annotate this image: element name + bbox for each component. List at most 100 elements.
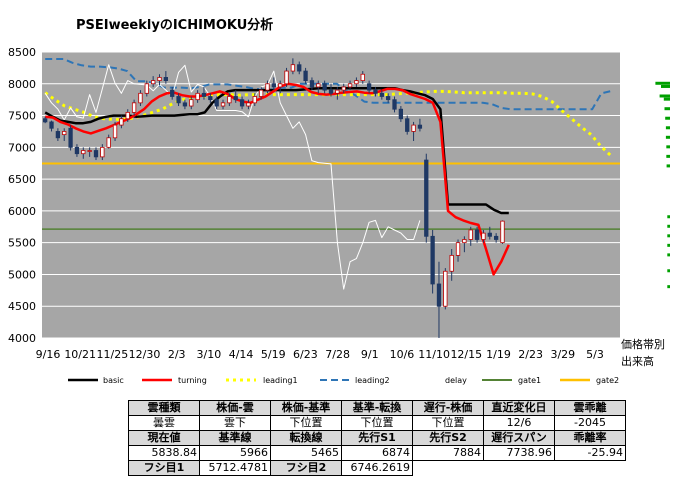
candlestick (335, 86, 340, 100)
table-cell: 5966 (199, 445, 271, 461)
candle-body (443, 270, 448, 307)
table-header: 株価-基準 (270, 400, 342, 416)
candle-body (214, 99, 219, 107)
x-tick-label: 12/30 (129, 348, 161, 361)
ichimoku-chart: 4000 4500 5000 5500 6000 6500 7000 7500 8000 8500… (8, 46, 670, 385)
table-header: 基準-転換 (341, 400, 413, 416)
x-tick-label: 1/19 (486, 348, 511, 361)
volume-bar (665, 126, 670, 130)
volume-bar (667, 243, 670, 247)
candle-body (430, 235, 435, 285)
candlestick (189, 96, 194, 110)
x-tick-label: 5/3 (586, 348, 604, 361)
candle-body (462, 239, 467, 244)
y-tick-label: 4500 (8, 300, 36, 313)
candle-body (366, 83, 372, 91)
candlestick (220, 99, 226, 110)
candlestick (290, 58, 296, 75)
legend-item-leading1: leading1 (226, 376, 298, 385)
y-tick-label: 8000 (8, 78, 36, 91)
candle-body (252, 96, 257, 104)
volume-profile-label-line2: 出来高 (621, 354, 654, 368)
candlestick (303, 67, 308, 84)
volume-profile-label-line1: 価格帯別 (621, 337, 665, 351)
legend-item-leading2: leading2 (320, 376, 390, 385)
table-row: 曇雲 雲下 下位置 下位置 下位置 12/6 -2045 (128, 415, 626, 431)
candlestick (252, 93, 257, 107)
candlestick (258, 86, 264, 100)
candlestick (455, 239, 461, 262)
volume-bar (659, 94, 670, 98)
candlestick (487, 226, 492, 240)
candle-body (220, 102, 226, 107)
candle-body (303, 70, 308, 81)
candlestick (68, 125, 73, 151)
candlestick (55, 128, 61, 141)
candlestick (227, 93, 232, 107)
candle-body (360, 73, 365, 82)
volume-bar (667, 215, 670, 219)
legend-label: delay (445, 376, 467, 385)
x-tick-label: 6/23 (293, 348, 318, 361)
candlestick (246, 99, 251, 110)
legend-item-turning: turning (142, 376, 207, 385)
candle-body (335, 89, 340, 94)
candle-body (468, 229, 473, 240)
table-header: 先行S2 (412, 430, 484, 446)
candle-body (328, 89, 334, 94)
candle-body (290, 64, 296, 72)
candle-body (405, 118, 410, 132)
candle-body (81, 150, 86, 155)
candle-body (131, 102, 137, 113)
candlestick (341, 83, 346, 94)
candlestick (62, 128, 67, 141)
candlestick (43, 116, 48, 124)
x-tick-label: 10/21 (64, 348, 96, 361)
candlestick (214, 96, 219, 110)
candle-body (144, 83, 149, 94)
candle-body (68, 127, 73, 148)
y-tick-label: 5000 (8, 268, 36, 281)
candlestick (119, 115, 124, 129)
candle-body (379, 92, 384, 97)
candlestick (106, 134, 111, 149)
candle-body (309, 80, 315, 88)
candle-body (43, 118, 48, 123)
legend-label: basic (103, 376, 124, 385)
candle-body (474, 229, 480, 240)
candle-body (170, 89, 175, 97)
summary-table: 雲種類 株価-雲 株価-基準 基準-転換 遅行-株価 直近変化日 雲乖離 曇雲 … (128, 400, 626, 476)
candlestick (271, 77, 276, 91)
candle-body (227, 96, 232, 104)
candle-body (125, 111, 130, 120)
x-tick-label: 12/15 (450, 348, 482, 361)
legend-item-gate1: gate1 (482, 376, 541, 385)
volume-bar (667, 285, 670, 289)
candlestick (347, 80, 353, 91)
candle-body (157, 77, 162, 82)
legend-label: leading1 (263, 376, 298, 385)
candlestick (443, 268, 448, 310)
y-tick-label: 6500 (8, 173, 36, 186)
candlestick (379, 90, 384, 100)
candlestick (239, 96, 245, 110)
candlestick (430, 229, 435, 294)
table-cell: 6874 (341, 445, 413, 461)
volume-bar (666, 145, 670, 149)
candle-body (278, 83, 283, 88)
candle-body (436, 283, 442, 307)
table-header: 現在値 (128, 430, 200, 446)
candle-body (354, 80, 359, 85)
y-tick-label: 7500 (8, 110, 36, 123)
candle-body (322, 83, 327, 91)
legend-item-gate2: gate2 (560, 376, 619, 385)
candle-body (493, 235, 499, 240)
candlestick (481, 229, 486, 243)
table-row: 雲種類 株価-雲 株価-基準 基準-転換 遅行-株価 直近変化日 雲乖離 (128, 400, 626, 416)
volume-bar (664, 107, 670, 111)
candlestick (81, 147, 86, 159)
candlestick (208, 93, 213, 103)
candlestick (233, 90, 238, 103)
y-tick-label: 4000 (8, 332, 36, 345)
candlestick (500, 220, 505, 244)
